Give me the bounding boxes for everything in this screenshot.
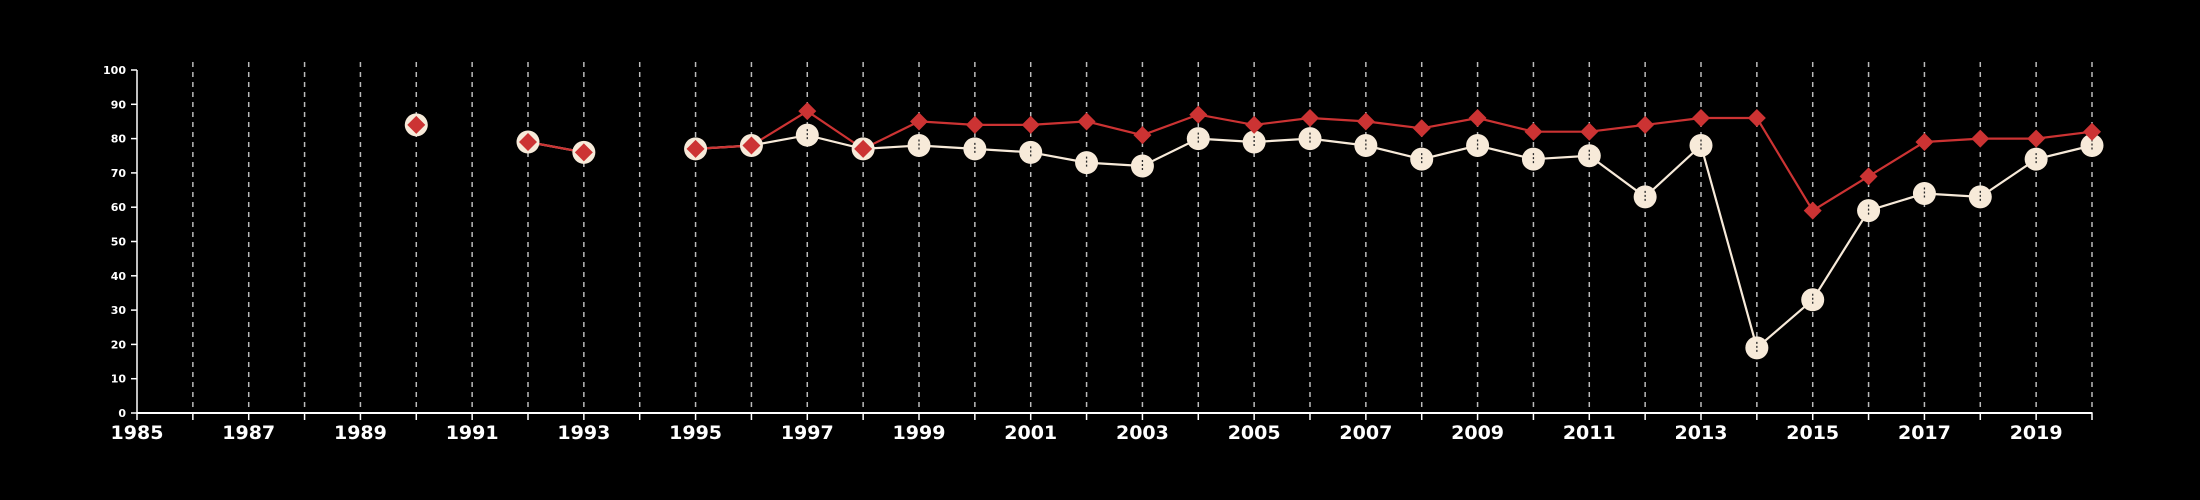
cream-point-2006 — [1298, 127, 1322, 151]
x-tick-label-1987: 1987 — [222, 422, 275, 444]
x-tick-label-2009: 2009 — [1451, 422, 1504, 444]
red-point-2003 — [1133, 126, 1152, 145]
x-tick-label-1989: 1989 — [334, 422, 387, 444]
y-tick-label-40: 40 — [111, 270, 127, 283]
cream-point-2014 — [1745, 336, 1769, 360]
red-point-2014 — [1747, 109, 1766, 128]
x-tick-label-2001: 2001 — [1004, 422, 1057, 444]
x-tick-label-1985: 1985 — [111, 422, 164, 444]
red-point-1992 — [519, 133, 537, 152]
red-point-2012 — [1636, 115, 1655, 134]
x-tick-label-2007: 2007 — [1339, 422, 1392, 444]
red-point-1990 — [407, 115, 426, 134]
cream-point-2004 — [1186, 127, 1210, 151]
x-tick-label-1991: 1991 — [446, 422, 499, 444]
y-tick-label-30: 30 — [111, 304, 127, 317]
red-point-1999 — [910, 112, 928, 131]
x-tick-label-1995: 1995 — [669, 422, 722, 444]
red-point-2004 — [1189, 105, 1208, 124]
red-point-2020 — [2083, 122, 2101, 141]
cream-point-2012 — [1633, 185, 1657, 209]
cream-point-2017 — [1912, 181, 1936, 205]
red-point-2015 — [1803, 201, 1822, 220]
cream-point-2001 — [1019, 140, 1043, 164]
axes: 0 10 20 30 40 50 60 70 80 90 100 1985 1987 1989 1991 19… — [103, 64, 2093, 444]
cream-point-2003 — [1130, 154, 1154, 178]
x-tick-label-2005: 2005 — [1228, 422, 1281, 444]
cream-point-2018 — [1968, 185, 1992, 209]
cream-point-2007 — [1354, 133, 1378, 157]
y-tick-label-100: 100 — [103, 64, 126, 77]
cream-point-2019 — [2024, 147, 2048, 171]
cream-point-2005 — [1242, 130, 1266, 154]
y-tick-label-20: 20 — [111, 338, 127, 351]
red-series-line-2 — [695, 109, 2093, 213]
red-point-2013 — [1692, 109, 1710, 128]
cream-point-1997 — [795, 123, 819, 147]
x-tick-label-2011: 2011 — [1563, 422, 1616, 444]
y-tick-label-90: 90 — [111, 98, 127, 111]
cream-point-2013 — [1689, 133, 1713, 157]
cream-point-2015 — [1801, 288, 1825, 312]
red-point-2019 — [2027, 129, 2046, 148]
y-tick-label-70: 70 — [111, 167, 127, 180]
y-tick-label-10: 10 — [111, 373, 127, 386]
x-tick-label-1999: 1999 — [893, 422, 946, 444]
red-point-2009 — [1468, 109, 1487, 128]
cream-point-2002 — [1075, 151, 1099, 175]
x-tick-label-2017: 2017 — [1898, 422, 1951, 444]
cream-point-2016 — [1857, 199, 1881, 223]
x-tick-label-2013: 2013 — [1675, 422, 1728, 444]
cream-point-2020 — [2080, 133, 2104, 157]
x-tick-label-2015: 2015 — [1786, 422, 1839, 444]
cream-point-1999 — [907, 133, 931, 157]
red-point-1997 — [798, 102, 817, 121]
cream-point-2011 — [1577, 144, 1601, 168]
red-point-1995 — [686, 139, 705, 158]
y-tick-label-50: 50 — [111, 236, 127, 249]
x-tick-label-2019: 2019 — [2010, 422, 2063, 444]
red-point-2017 — [1915, 133, 1934, 152]
red-point-1996 — [742, 136, 761, 155]
red-point-1993 — [574, 143, 593, 162]
red-point-2002 — [1077, 112, 1096, 131]
red-point-2010 — [1524, 122, 1543, 141]
red-point-2011 — [1580, 122, 1599, 141]
vertical-grid — [192, 62, 2093, 413]
y-tick-label-60: 60 — [111, 201, 127, 214]
red-point-2007 — [1356, 112, 1375, 131]
cream-point-2008 — [1410, 147, 1434, 171]
red-point-1998 — [854, 139, 873, 158]
red-point-2001 — [1021, 115, 1040, 134]
y-tick-label-80: 80 — [111, 133, 127, 146]
series-layer — [404, 102, 2104, 360]
red-point-2000 — [965, 115, 984, 134]
red-point-2005 — [1245, 115, 1264, 134]
cream-point-2010 — [1521, 147, 1545, 171]
red-point-2016 — [1859, 167, 1878, 186]
y-tick-label-0: 0 — [118, 407, 126, 420]
cream-point-2000 — [963, 137, 987, 161]
red-point-2008 — [1412, 119, 1431, 138]
x-tick-label-2003: 2003 — [1116, 422, 1169, 444]
x-tick-label-1993: 1993 — [557, 422, 610, 444]
red-point-2006 — [1301, 109, 1319, 128]
red-point-2018 — [1971, 129, 1990, 148]
cream-point-2009 — [1466, 133, 1490, 157]
x-tick-label-1997: 1997 — [781, 422, 834, 444]
